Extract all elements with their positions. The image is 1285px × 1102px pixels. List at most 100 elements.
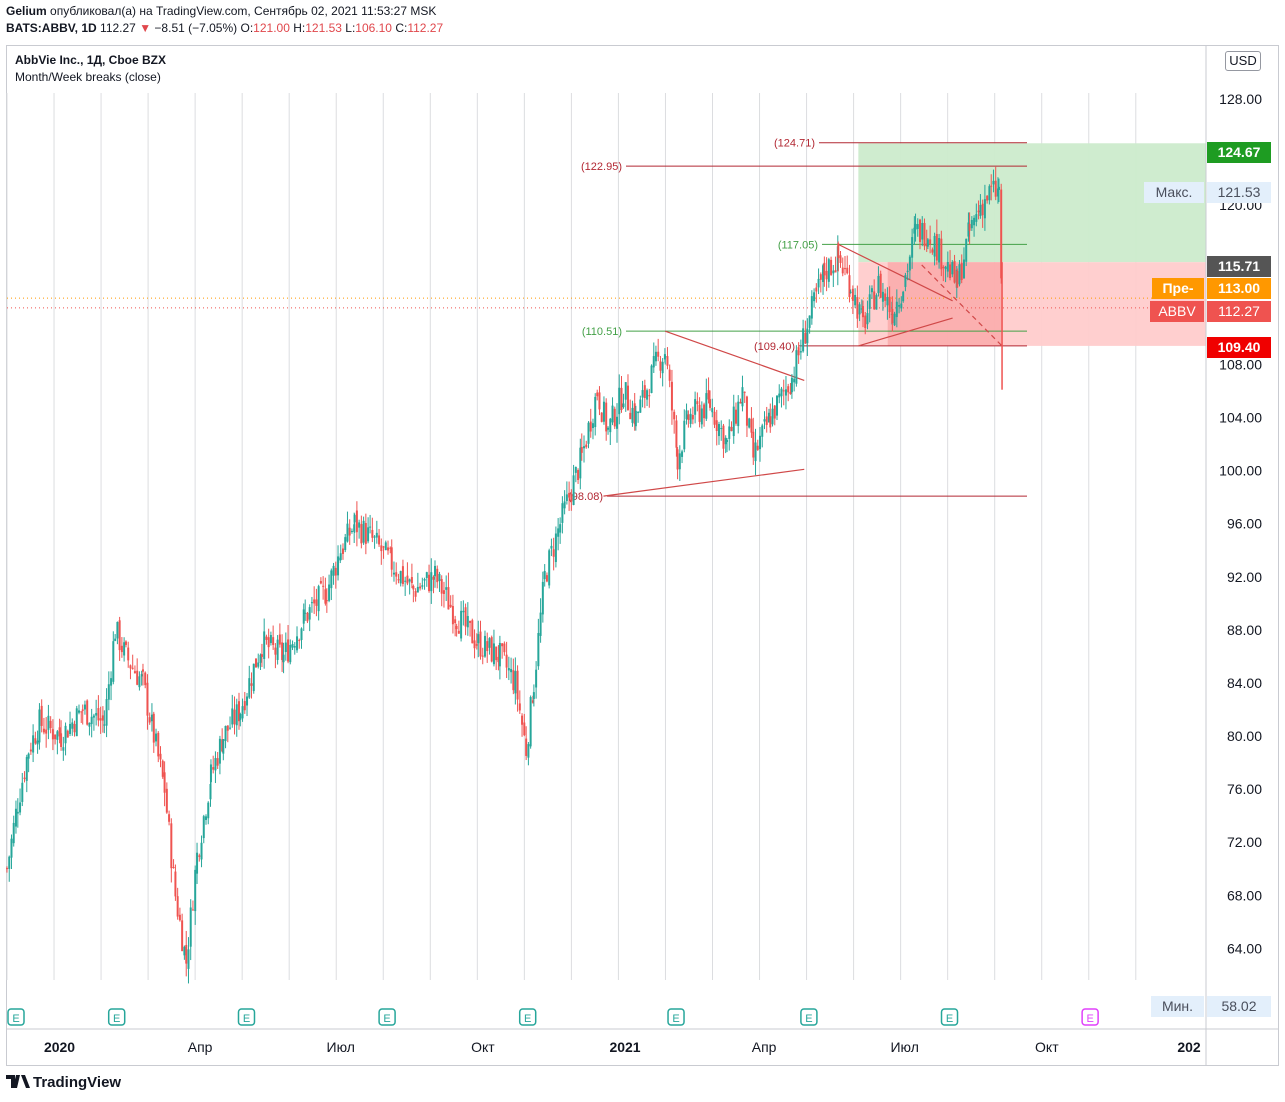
candle-body [387,547,390,551]
candle-body [973,217,976,226]
candle-body [404,580,407,582]
candle-body [477,634,480,644]
candle-body [953,260,956,283]
candle-body [965,238,968,262]
price-tick-label: 128.00 [1219,91,1262,107]
candle-body [267,637,270,648]
candle-body [497,656,500,663]
candle-body [49,720,52,729]
candle-body [380,545,383,552]
earnings-marker-label: E [383,1013,390,1025]
candle-body [618,387,621,415]
candle-body [926,239,929,247]
candle-body [793,378,796,383]
candle-body [34,738,37,744]
candle-body [229,727,232,729]
candle-body [284,642,287,653]
price-tick-label: 100.00 [1219,463,1262,479]
candle-body [784,389,787,396]
candle-body [516,670,519,700]
candle-body [935,234,938,261]
candle-body [254,658,257,668]
candle-body [390,547,393,570]
candle-body [209,764,212,783]
premarket-label-badge: Пре- [1152,278,1204,299]
loss-zone-active [887,262,1003,346]
candle-body [178,914,181,921]
candle-body [759,435,762,450]
candle-body [495,646,498,661]
indicator-name: Month/Week breaks (close) [15,70,161,84]
candle-body [505,654,508,668]
close-value: 112.27 [407,21,444,35]
currency-button[interactable]: USD [1225,51,1261,71]
last-price-text: 112.27 [100,21,136,35]
candle-body [769,416,772,428]
candle-body [810,296,813,319]
candle-body [62,747,65,751]
candle-body [194,869,197,912]
candle-body [440,579,443,594]
candle-body [652,356,655,368]
candle-body [906,270,909,272]
candle-body [239,714,242,720]
candle-body [202,816,205,839]
candle-body [216,758,219,766]
candle-body [350,530,353,532]
candle-body [802,328,805,352]
candle-body [911,237,914,258]
candle-body [69,723,72,734]
trendline [921,264,1003,347]
candle-body [95,713,98,716]
candle-body [997,186,1000,190]
candle-body [287,639,290,662]
candle-body [893,313,896,326]
candle-body [700,408,703,425]
candle-body [960,263,963,281]
candle-body [157,732,160,757]
candle-body [191,909,194,911]
candle-body [938,238,941,263]
candle-body [481,655,484,657]
candle-body [743,391,746,393]
candle-body [996,188,999,197]
candle-body [25,757,28,781]
candle-body [425,572,428,578]
candle-body [241,706,244,719]
candle-body [548,550,551,586]
candle-body [979,205,982,217]
candle-body [419,586,422,589]
candle-body [921,222,924,240]
candle-body [666,356,669,366]
candle-body [282,654,285,663]
candle-body [416,586,419,593]
candle-body [107,684,110,700]
candle-body [272,637,275,645]
candle-body [289,644,292,663]
candle-body [334,567,337,576]
candle-body [259,654,262,663]
candle-body [430,572,433,592]
candle-body [962,259,965,279]
candle-body [730,426,733,432]
tradingview-logo[interactable]: TradingView [6,1074,121,1091]
candle-body [518,703,521,711]
candle-body [304,612,307,614]
low-label: L: [345,21,356,35]
candle-body [293,646,296,648]
candle-body [703,404,706,419]
min-label-badge: Мин. [1151,996,1204,1017]
candle-body [864,315,867,329]
candle-body [250,683,253,686]
candle-body [428,574,431,592]
candle-body [611,405,614,423]
candle-body [795,350,798,384]
candle-body [189,907,192,947]
candle-body [281,642,284,661]
stop-price-badge: 109.40 [1207,337,1271,358]
candle-body [344,537,347,550]
candle-body [537,632,540,667]
candle-body [127,647,130,661]
candle-body [436,568,439,583]
